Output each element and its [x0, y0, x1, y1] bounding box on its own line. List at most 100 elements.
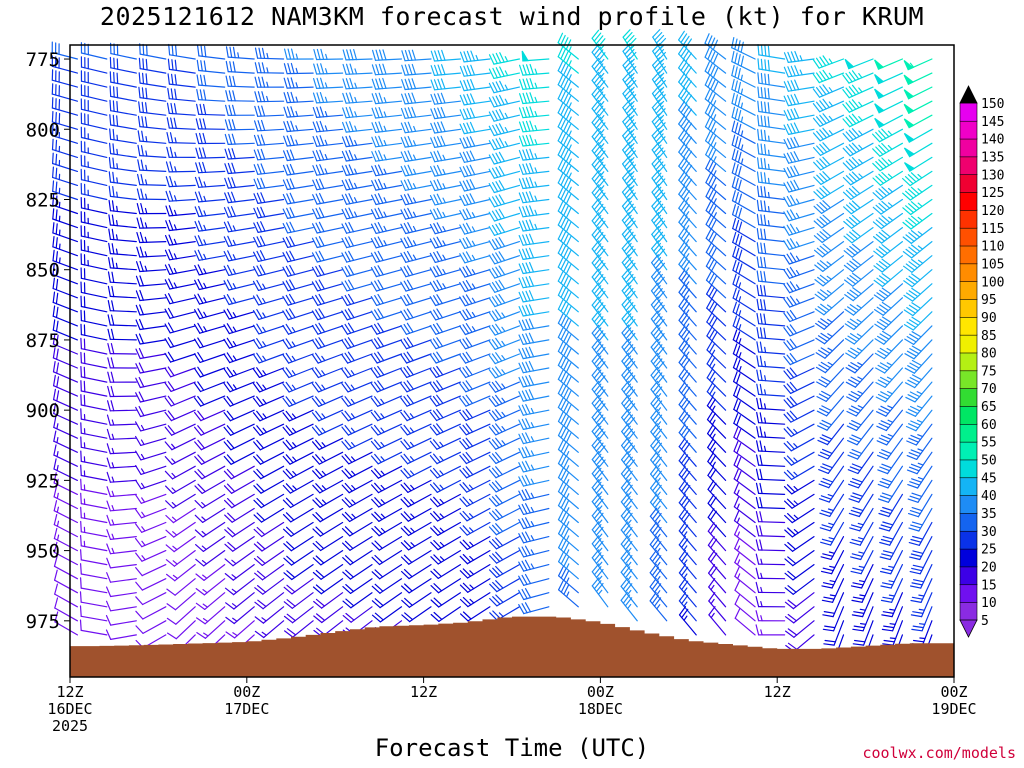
barb-half — [351, 456, 356, 462]
barb-full — [466, 179, 472, 191]
barb-full — [138, 376, 145, 388]
wind-barb — [108, 171, 137, 186]
barb-full — [657, 65, 666, 75]
barb-full — [374, 338, 381, 349]
barb-full — [680, 496, 689, 506]
barb-half — [713, 170, 717, 176]
wind-barb — [591, 436, 609, 467]
barb-full — [194, 265, 200, 276]
barb-full — [593, 369, 602, 379]
barb-half — [599, 143, 605, 149]
barb-full — [621, 338, 630, 348]
wind-barb — [193, 381, 226, 393]
barb-full — [557, 341, 564, 352]
barb-staff — [463, 156, 491, 163]
wind-barb — [518, 503, 550, 516]
barb-full — [488, 283, 496, 293]
barb-staff — [51, 162, 79, 172]
barb-full — [370, 411, 379, 422]
barb-full — [525, 191, 531, 203]
barb-full — [195, 543, 204, 553]
barb-full — [621, 408, 629, 418]
barb-full — [165, 205, 170, 217]
wind-barb — [165, 521, 196, 538]
barb-staff — [227, 70, 255, 74]
wind-barb — [52, 347, 79, 369]
barb-full — [622, 594, 631, 604]
barb-full — [400, 180, 406, 191]
wind-barb — [371, 63, 403, 76]
wind-barb — [164, 351, 196, 363]
wind-barb — [282, 178, 314, 191]
barb-full — [231, 133, 236, 145]
barb-full — [112, 128, 115, 141]
barb-full — [521, 475, 528, 486]
barb-full — [256, 323, 263, 334]
barb-staff — [80, 334, 108, 341]
barb-staff — [649, 557, 668, 580]
wind-barb — [677, 44, 697, 74]
barb-full — [165, 529, 175, 538]
wind-barb — [708, 591, 727, 622]
barb-full — [650, 366, 659, 376]
barb-full — [286, 120, 292, 132]
barb-full — [595, 400, 604, 410]
barb-staff — [345, 72, 373, 75]
barb-full — [653, 130, 662, 140]
barb-staff — [286, 86, 314, 89]
barb-full — [495, 580, 504, 589]
barb-half — [599, 100, 605, 107]
barb-full — [253, 237, 259, 248]
barb-full — [282, 179, 288, 191]
barb-full — [525, 333, 531, 344]
barb-full — [732, 259, 737, 271]
barb-full — [290, 91, 295, 103]
barb-half — [140, 424, 145, 431]
barb-full — [459, 296, 466, 307]
barb-staff — [464, 339, 491, 350]
barb-full — [560, 231, 567, 242]
wind-barb — [312, 578, 344, 595]
barb-full — [459, 498, 468, 507]
barb-staff — [620, 599, 638, 622]
wind-barb — [165, 234, 196, 246]
barb-full — [521, 418, 528, 430]
wind-barb — [518, 205, 550, 218]
barb-full — [518, 462, 525, 473]
barb-full — [562, 149, 569, 160]
barb-full — [459, 123, 465, 135]
barb-full — [283, 586, 293, 595]
barb-half — [659, 114, 665, 120]
barb-full — [377, 337, 385, 347]
barb-full — [491, 253, 499, 264]
barb-full — [654, 414, 663, 424]
wind-barb — [488, 465, 521, 479]
barb-staff — [347, 409, 373, 422]
barb-staff — [464, 227, 491, 235]
barb-full — [621, 197, 630, 207]
barb-full — [433, 122, 439, 134]
barb-full — [593, 186, 602, 197]
barb-full — [371, 571, 381, 580]
barb-full — [344, 511, 354, 521]
barb-staff — [404, 58, 432, 62]
barb-half — [262, 370, 267, 376]
barb-full — [170, 88, 174, 100]
barb-full — [682, 148, 690, 158]
barb-staff — [317, 297, 344, 306]
wind-barb — [430, 578, 461, 594]
barb-full — [625, 414, 634, 424]
barb-staff — [257, 184, 285, 190]
wind-barb — [488, 493, 521, 507]
barb-full — [462, 553, 472, 563]
barb-full — [654, 372, 663, 382]
barb-half — [597, 477, 603, 483]
wind-barb — [341, 521, 373, 537]
barb-half — [291, 399, 297, 405]
barb-staff — [53, 412, 79, 425]
barb-full — [169, 132, 174, 144]
wind-barb — [107, 371, 137, 383]
barb-half — [145, 179, 148, 186]
wind-barb — [224, 162, 255, 175]
wind-barb — [135, 391, 167, 403]
